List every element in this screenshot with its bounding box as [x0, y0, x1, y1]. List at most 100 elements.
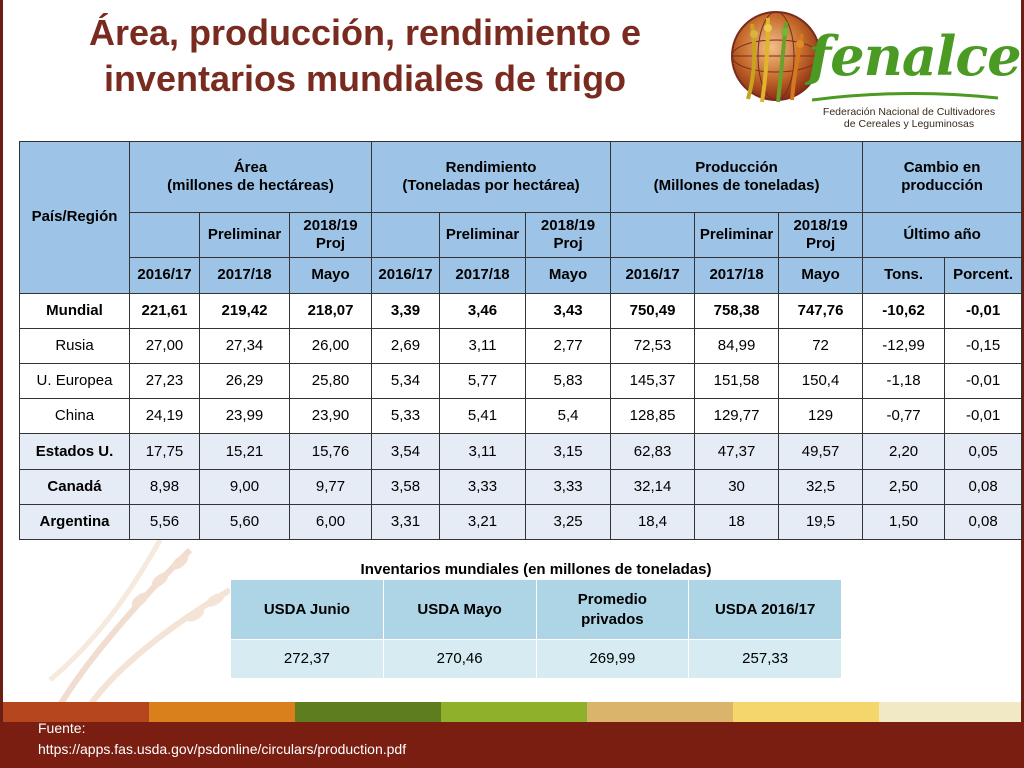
table-cell: 5,56: [129, 503, 200, 541]
table-row: Mundial 221,61 219,42 218,07 3,39 3,46 3,43 750…: [19, 292, 1023, 329]
table-cell: 9,00: [199, 468, 290, 505]
table-cell: 30: [694, 468, 780, 505]
table-cell: 27,23: [129, 363, 200, 400]
table-cell: 151,58: [694, 363, 780, 400]
table-cell: 0,08: [944, 503, 1023, 541]
table-cell: 18: [694, 503, 780, 541]
table-cell: 2,20: [862, 433, 946, 470]
inventory-value: 269,99: [535, 639, 690, 679]
inventory-value: 257,33: [688, 639, 842, 679]
yield-proj-label: Proj: [553, 234, 583, 252]
table-cell: 221,61: [129, 292, 200, 329]
table-cell: 2,77: [525, 327, 612, 365]
logo-subtitle-line-1: Federación Nacional de Cultivadores: [822, 106, 996, 118]
table-row: U. Europea 27,23 26,29 25,80 5,34 5,77 5,83 145…: [19, 363, 1023, 400]
production-sub-blank: [610, 212, 696, 258]
table-cell: 26,00: [288, 327, 373, 365]
year-header: Mayo: [288, 256, 373, 294]
logo-subtitle-line-2: de Cereales y Leguminosas: [843, 118, 975, 130]
year-header: 2017/18: [694, 256, 780, 294]
region-name: Mundial: [19, 292, 130, 329]
table-cell: 8,98: [129, 468, 200, 505]
table-cell: 72,53: [610, 327, 696, 365]
wheat-statistics-table: País/Región Área (millones de hectáreas) …: [19, 140, 1023, 541]
header-row-groups: País/Región Área (millones de hectáreas) …: [19, 140, 1023, 294]
region-name: China: [19, 398, 130, 435]
table-cell: 5,83: [525, 363, 612, 400]
production-title: Producción: [695, 159, 778, 177]
change-ultimo: Último año: [862, 212, 1023, 258]
area-title: Área: [233, 159, 268, 177]
year-header: Mayo: [525, 256, 612, 294]
yield-group-header: Rendimiento (Toneladas por hectárea): [371, 140, 612, 214]
table-cell: 5,60: [199, 503, 290, 541]
table-cell: -0,01: [944, 363, 1023, 400]
table-row: China 24,19 23,99 23,90 5,33 5,41 5,4 128,85 129…: [19, 398, 1023, 435]
table-cell: 3,39: [371, 292, 441, 329]
table-cell: 128,85: [610, 398, 696, 435]
table-cell: 3,11: [439, 327, 527, 365]
source-link[interactable]: https://apps.fas.usda.gov/psdonline/circ…: [38, 741, 407, 757]
table-cell: -1,18: [862, 363, 946, 400]
table-cell: 32,14: [610, 468, 696, 505]
region-name: Rusia: [19, 327, 130, 365]
year-header: Tons.: [862, 256, 946, 294]
table-cell: 23,99: [199, 398, 290, 435]
inventory-header-line: USDA Mayo: [417, 600, 502, 618]
table-cell: 3,31: [371, 503, 441, 541]
right-frame-border: [1021, 0, 1024, 768]
inventory-value: 270,46: [382, 639, 537, 679]
table-cell: 23,90: [288, 398, 373, 435]
table-cell: 5,77: [439, 363, 527, 400]
left-frame-border: [0, 0, 3, 768]
table-cell: 750,49: [610, 292, 696, 329]
year-header: Porcent.: [944, 256, 1023, 294]
table-cell: -0,01: [944, 292, 1023, 329]
change-group-header: Cambio en producción: [862, 140, 1023, 214]
stripe-segment: [587, 702, 733, 722]
area-group-header: Área (millones de hectáreas): [128, 140, 373, 214]
inventory-header-line: USDA 2016/17: [714, 600, 816, 618]
table-cell: -0,15: [944, 327, 1023, 365]
inventory-header-line: USDA Junio: [263, 600, 350, 618]
stripe-segment: [149, 702, 295, 722]
inventory-header-line-2: privados: [581, 610, 644, 628]
table-cell: -10,62: [862, 292, 946, 329]
stripe-segment: [879, 702, 1021, 722]
year-header: 2017/18: [199, 256, 290, 294]
wheat-watermark-icon: [48, 538, 232, 707]
table-cell: 1,50: [862, 503, 946, 541]
table-cell: 27,00: [129, 327, 200, 365]
table-cell: 27,34: [199, 327, 290, 365]
change-unit: producción: [901, 177, 983, 195]
globe-wheat-icon: [731, 11, 821, 103]
table-row: Canadá 8,98 9,00 9,77 3,58 3,33 3,33 32,14 30 32,…: [19, 468, 1023, 505]
table-cell: 3,58: [371, 468, 441, 505]
stripe-segment: [295, 702, 441, 722]
title-line-1: Área, producción, rendimiento e: [88, 12, 642, 53]
yield-proj: 2018/19 Proj: [525, 212, 612, 258]
inventory-value-row: 272,37 270,46 269,99 257,33: [230, 639, 842, 679]
table-cell: 5,4: [525, 398, 612, 435]
inventory-caption: Inventarios mundiales (en millones de to…: [360, 561, 712, 578]
table-cell: 129,77: [694, 398, 780, 435]
inventory-header-usda-2016: USDA 2016/17: [688, 579, 842, 640]
table-cell: 3,21: [439, 503, 527, 541]
area-proj-year: 2018/19: [303, 216, 358, 234]
change-title: Cambio en: [903, 159, 981, 177]
area-unit: (millones de hectáreas): [167, 177, 334, 195]
header-row-sub: Preliminar 2018/19 Proj Preliminar 2018/1…: [20, 212, 1023, 258]
inventory-header-promedio: Promedio privados: [535, 579, 690, 640]
inventory-header-row: USDA Junio USDA Mayo Promedio privados US…: [230, 579, 842, 640]
area-proj-label: Proj: [315, 234, 346, 252]
yield-proj-year: 2018/19: [540, 216, 596, 234]
fenalce-logo: fenalce Federación Nacional de Cultivado…: [728, 4, 1022, 134]
table-cell: 5,41: [439, 398, 527, 435]
table-cell: 18,4: [610, 503, 696, 541]
table-cell: 3,54: [371, 433, 441, 470]
table-cell: 2,50: [862, 468, 946, 505]
table-cell: 3,46: [439, 292, 527, 329]
year-header: 2016/17: [610, 256, 696, 294]
table-cell: 145,37: [610, 363, 696, 400]
table-cell: 758,38: [694, 292, 780, 329]
